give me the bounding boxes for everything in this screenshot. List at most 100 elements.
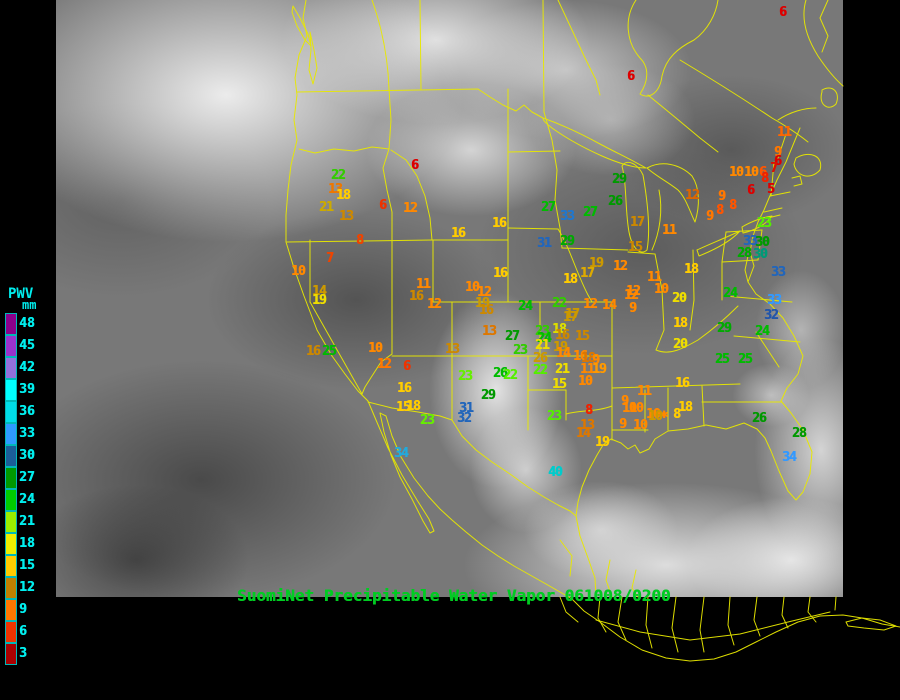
- legend-entry: 21: [4, 511, 58, 533]
- station-pwv-reading: 16: [451, 226, 466, 241]
- legend-entry: 3: [4, 643, 58, 665]
- station-pwv-reading: 21: [535, 338, 550, 353]
- station-pwv-reading: 15: [628, 240, 643, 255]
- station-pwv-reading: 13: [328, 182, 343, 197]
- legend-entry: 30: [4, 445, 58, 467]
- station-pwv-reading: 11: [580, 362, 595, 377]
- station-pwv-reading: 6: [759, 165, 767, 180]
- station-pwv-reading: 9: [706, 209, 714, 224]
- station-pwv-reading: 8: [729, 198, 737, 213]
- station-pwv-reading: 19: [312, 293, 327, 308]
- station-pwv-reading: 17: [580, 266, 595, 281]
- legend-color-swatch: [5, 379, 17, 401]
- station-pwv-reading: 21: [319, 200, 334, 215]
- station-pwv-reading: 18: [563, 272, 578, 287]
- station-pwv-reading: 27: [583, 205, 598, 220]
- station-pwv-reading: 30: [755, 235, 770, 250]
- station-pwv-reading: 18: [678, 400, 693, 415]
- station-pwv-reading: 33: [771, 265, 786, 280]
- image-caption: SuomiNet Precipitable Water Vapor 061008…: [237, 586, 671, 605]
- station-pwv-reading: 14: [556, 346, 571, 361]
- station-pwv-reading: 10: [291, 264, 306, 279]
- station-pwv-reading: 23: [535, 324, 550, 339]
- station-pwv-reading: 6: [627, 69, 635, 84]
- legend-color-swatch: [5, 555, 17, 577]
- station-pwv-reading: 7: [770, 161, 778, 176]
- station-pwv-reading: 9: [592, 353, 600, 368]
- station-pwv-reading: 29: [481, 388, 496, 403]
- station-pwv-reading: 29: [717, 321, 732, 336]
- legend-entry: 45: [4, 335, 58, 357]
- legend-value: 12: [19, 580, 35, 595]
- station-pwv-reading: 6: [403, 359, 411, 374]
- station-pwv-reading: 33: [767, 293, 782, 308]
- legend-value: 42: [19, 360, 35, 375]
- station-pwv-reading: 10: [622, 401, 637, 416]
- station-pwv-reading: 9: [621, 394, 629, 409]
- station-pwv-reading: 32: [457, 411, 472, 426]
- station-pwv-reading: 15: [575, 329, 590, 344]
- station-pwv-reading: 23: [420, 413, 435, 428]
- legend-value: 9: [19, 602, 27, 617]
- station-pwv-reading: 6: [411, 158, 419, 173]
- station-pwv-reading: 10: [578, 374, 593, 389]
- station-pwv-reading: 16: [493, 266, 508, 281]
- legend-entry: 48: [4, 313, 58, 335]
- station-pwv-reading: 40: [548, 465, 563, 480]
- legend-value: 18: [19, 536, 35, 551]
- station-pwv-reading: 32: [764, 308, 779, 323]
- pwv-color-scale: PWV mm 48 45 42 39 36 33 30 27 24 21 18 15 12 9 6 3: [4, 287, 58, 665]
- legend-value: 48: [19, 316, 35, 331]
- legend-entry: 9: [4, 599, 58, 621]
- station-pwv-reading: 22: [503, 368, 518, 383]
- station-pwv-reading: 10: [646, 407, 661, 422]
- station-pwv-reading: 8: [761, 171, 769, 186]
- station-pwv-reading: 20: [672, 291, 687, 306]
- station-pwv-reading: 11: [637, 384, 652, 399]
- legend-color-swatch: [5, 423, 17, 445]
- legend-entry: 18: [4, 533, 58, 555]
- station-pwv-reading: 28: [792, 426, 807, 441]
- station-pwv-reading: 16: [555, 328, 570, 343]
- station-pwv-reading: 25: [322, 344, 337, 359]
- station-pwv-reading: 19: [592, 362, 607, 377]
- station-pwv-reading: 10: [729, 165, 744, 180]
- legend-value: 30: [19, 448, 35, 463]
- station-pwv-reading: 12: [377, 357, 392, 372]
- station-pwv-reading: 10: [629, 401, 644, 416]
- station-pwv-reading: 9: [629, 301, 637, 316]
- station-pwv-reading: 17: [565, 307, 580, 322]
- station-pwv-reading: 9: [619, 417, 627, 432]
- legend-color-swatch: [5, 357, 17, 379]
- legend-value: 36: [19, 404, 35, 419]
- station-pwv-reading: 34: [394, 446, 409, 461]
- station-pwv-reading: 20: [673, 337, 688, 352]
- station-pwv-reading: 16: [492, 216, 507, 231]
- station-pwv-reading: 33: [560, 209, 575, 224]
- station-pwv-reading: 11: [416, 277, 431, 292]
- legend-color-swatch: [5, 599, 17, 621]
- station-pwv-reading: 6: [379, 198, 387, 213]
- station-pwv-reading: 23: [547, 409, 562, 424]
- station-pwv-reading: 6: [779, 5, 787, 20]
- station-pwv-reading: 14: [312, 284, 327, 299]
- legend-value: 45: [19, 338, 35, 353]
- station-pwv-reading: 14: [576, 426, 591, 441]
- station-pwv-reading: 12: [427, 297, 442, 312]
- legend-entry: 39: [4, 379, 58, 401]
- station-pwv-reading: 18: [552, 322, 567, 337]
- legend-entries: 48 45 42 39 36 33 30 27 24 21 18 15 12 9 6 3: [4, 313, 58, 665]
- legend-entry: 24: [4, 489, 58, 511]
- station-pwv-reading: 13: [445, 342, 460, 357]
- station-pwv-reading: 24: [537, 331, 552, 346]
- station-pwv-reading: 10: [744, 165, 759, 180]
- station-pwv-reading: 12: [685, 188, 700, 203]
- legend-entry: 27: [4, 467, 58, 489]
- legend-value: 33: [19, 426, 35, 441]
- station-pwv-reading: 26: [608, 194, 623, 209]
- legend-value: 27: [19, 470, 35, 485]
- legend-color-swatch: [5, 445, 17, 467]
- station-pwv-reading: 22: [552, 296, 567, 311]
- station-pwv-reading: 12: [613, 259, 628, 274]
